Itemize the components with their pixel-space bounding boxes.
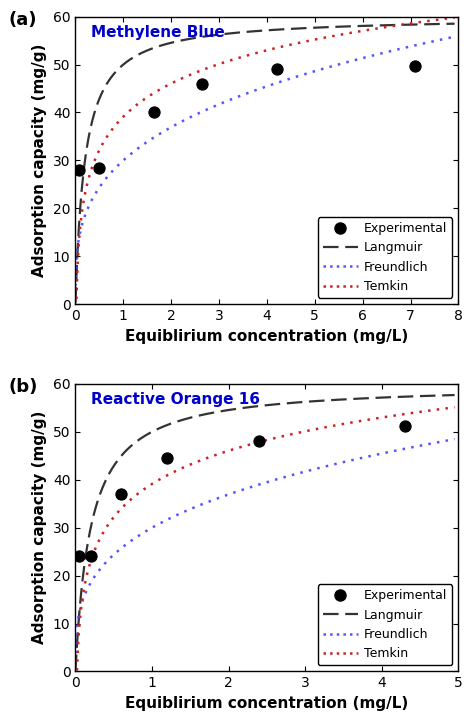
Y-axis label: Adsorption capacity (mg/g): Adsorption capacity (mg/g) bbox=[32, 411, 47, 644]
Point bbox=[273, 64, 280, 75]
Point bbox=[87, 551, 94, 562]
Point bbox=[75, 164, 83, 175]
Point bbox=[401, 420, 409, 432]
Y-axis label: Adsorption capacity (mg/g): Adsorption capacity (mg/g) bbox=[32, 44, 47, 277]
Legend: Experimental, Langmuir, Freundlich, Temkin: Experimental, Langmuir, Freundlich, Temk… bbox=[318, 585, 452, 665]
Text: Methylene Blue: Methylene Blue bbox=[91, 25, 225, 40]
X-axis label: Equiblirium concentration (mg/L): Equiblirium concentration (mg/L) bbox=[125, 329, 409, 344]
Point bbox=[255, 435, 263, 447]
Point bbox=[199, 78, 206, 90]
Point bbox=[96, 162, 103, 173]
Point bbox=[75, 551, 83, 562]
Point bbox=[411, 60, 419, 71]
Text: (a): (a) bbox=[9, 11, 37, 29]
Text: Reactive Orange 16: Reactive Orange 16 bbox=[91, 393, 260, 407]
Legend: Experimental, Langmuir, Freundlich, Temkin: Experimental, Langmuir, Freundlich, Temk… bbox=[318, 217, 452, 298]
X-axis label: Equiblirium concentration (mg/L): Equiblirium concentration (mg/L) bbox=[125, 696, 409, 711]
Text: (b): (b) bbox=[9, 378, 38, 396]
Point bbox=[164, 453, 171, 464]
Point bbox=[151, 105, 158, 117]
Point bbox=[118, 488, 125, 500]
